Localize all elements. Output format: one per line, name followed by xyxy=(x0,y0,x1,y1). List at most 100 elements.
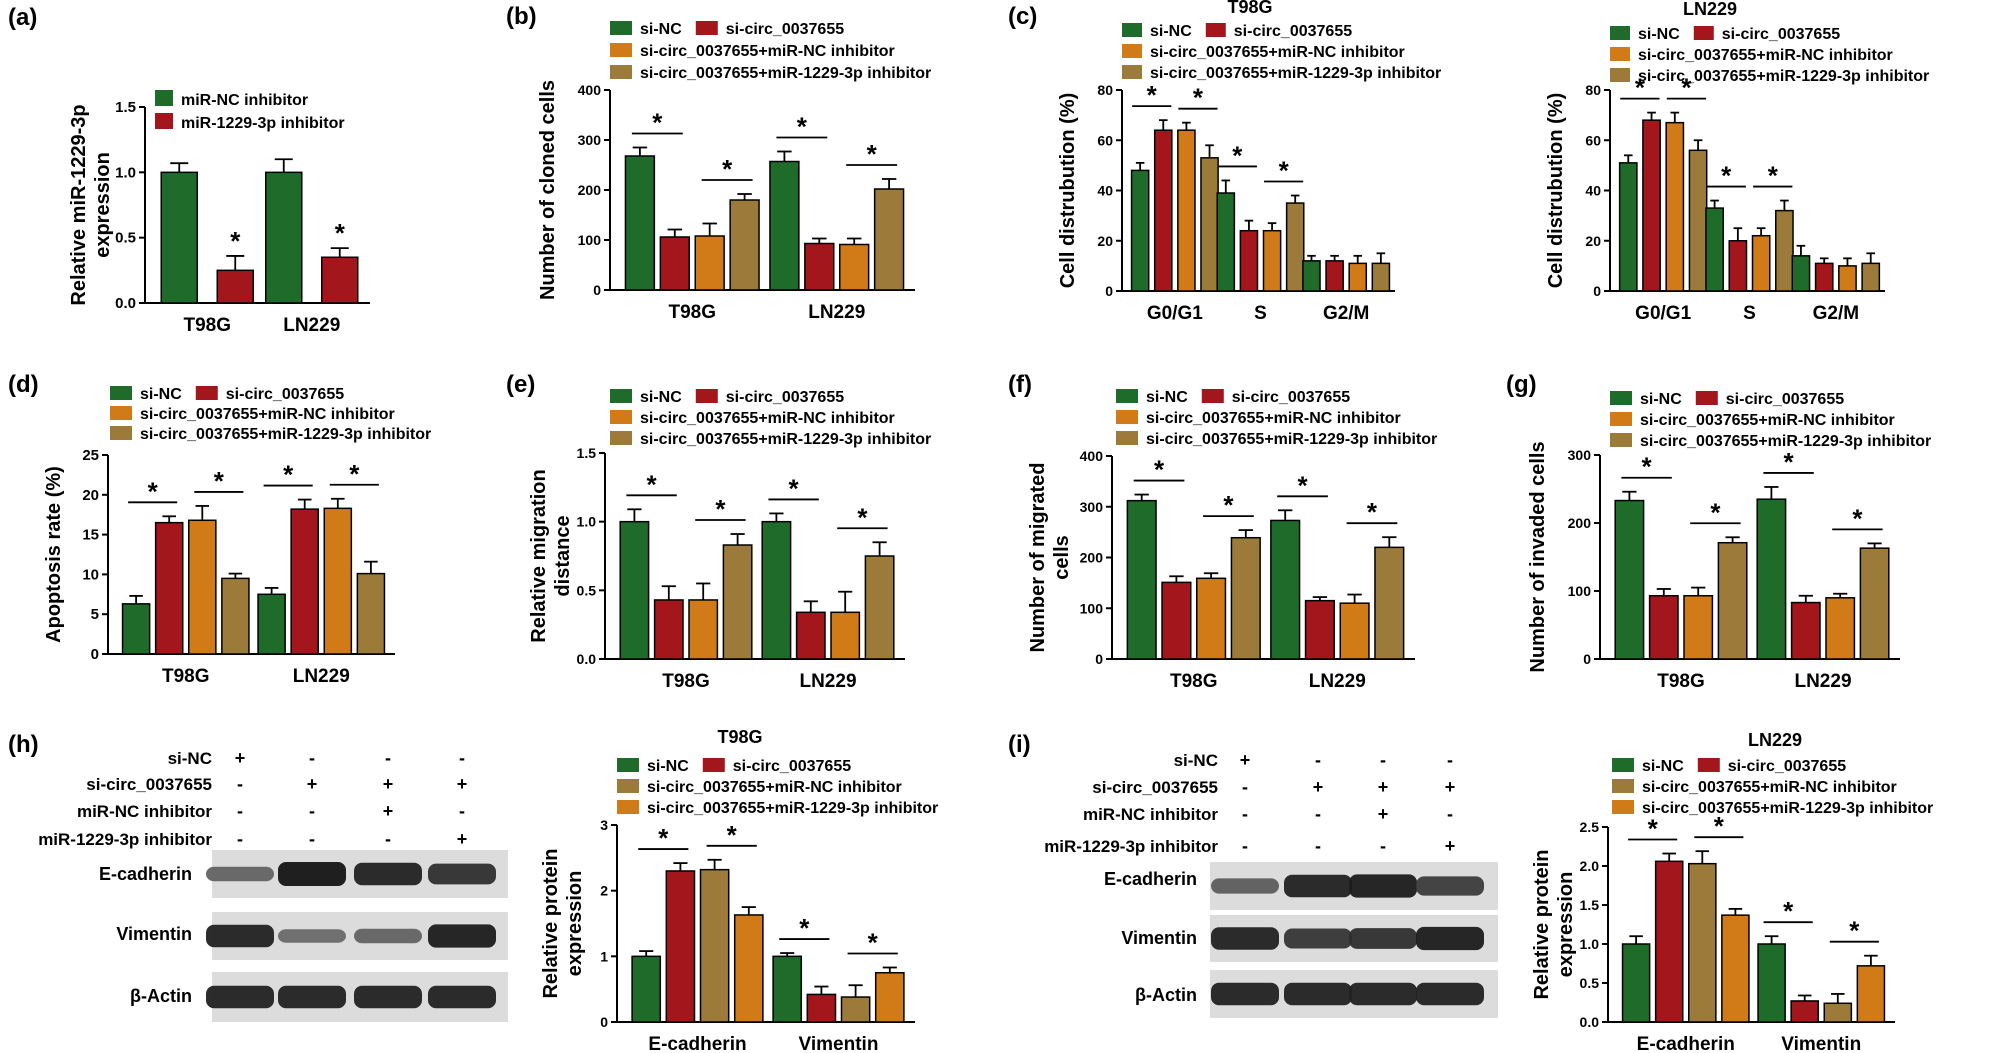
legend-entry: si-circ_0037655+miR-1229-3p inhibitor xyxy=(647,800,938,817)
legend-entry: si-NC xyxy=(640,389,682,406)
y-tick-label: 20 xyxy=(82,487,99,504)
bar xyxy=(1838,265,1857,292)
chart-c1: (c) T98G si-NC si-circ_0037655 si-circ_00376… xyxy=(1008,0,1441,324)
protein-band xyxy=(428,985,496,1009)
y-tick-label: 0.5 xyxy=(1580,975,1600,991)
bar xyxy=(729,199,760,291)
treatment-mark: - xyxy=(459,801,465,821)
legend-swatch xyxy=(610,410,632,424)
protein-band xyxy=(1349,874,1417,898)
bar xyxy=(323,507,353,655)
bar xyxy=(864,555,895,660)
bar xyxy=(1665,121,1685,292)
protein-label: Vimentin xyxy=(116,924,192,944)
x-tick-label: G2/M xyxy=(1323,303,1369,324)
y-tick-label: 2.0 xyxy=(1580,858,1600,874)
bar xyxy=(1790,601,1821,660)
significance-star: * xyxy=(1279,156,1290,186)
legend-entry: si-circ_0037655+miR-NC inhibitor xyxy=(640,410,895,427)
significance-star: * xyxy=(647,469,658,499)
panel-label: (h) xyxy=(8,731,39,758)
bar xyxy=(1302,260,1321,292)
bar xyxy=(1756,498,1787,660)
y-tick-label: 40 xyxy=(1585,183,1601,199)
legend-swatch xyxy=(1610,68,1630,82)
significance-star: * xyxy=(1849,916,1860,946)
legend-swatch xyxy=(1122,23,1142,37)
y-axis-label: cells xyxy=(1051,535,1073,579)
treatment-label: miR-NC inhibitor xyxy=(77,802,212,821)
significance-star: * xyxy=(1193,83,1204,113)
legend-swatch xyxy=(610,431,632,445)
y-tick-label: 2.5 xyxy=(1580,819,1600,835)
legend-swatch xyxy=(195,386,218,400)
significance-star: * xyxy=(1367,497,1378,527)
panel-label: (f) xyxy=(1008,371,1032,398)
legend-entry: si-circ_0037655 xyxy=(1232,389,1350,406)
treatment-mark: - xyxy=(1380,836,1386,856)
panel-label: (g) xyxy=(1506,371,1537,398)
treatment-mark: - xyxy=(1242,777,1248,797)
y-axis-label: Number of invaded cells xyxy=(1527,441,1549,672)
x-tick-label: T98G xyxy=(183,315,231,336)
legend-swatch xyxy=(1201,389,1224,403)
legend-swatch xyxy=(1116,410,1138,424)
bar xyxy=(1823,1002,1853,1023)
legend-entry: si-circ_0037655+miR-NC inhibitor xyxy=(1640,412,1895,429)
protein-band xyxy=(1416,926,1484,951)
x-tick-label: LN229 xyxy=(1309,671,1366,692)
treatment-mark: + xyxy=(235,748,246,768)
treatment-mark: + xyxy=(383,801,394,821)
x-tick-label: T98G xyxy=(162,666,210,687)
protein-band xyxy=(354,985,422,1009)
treatment-label: miR-NC inhibitor xyxy=(1083,805,1218,824)
bar xyxy=(1705,207,1724,292)
legend-entry: si-circ_0037655+miR-NC inhibitor xyxy=(647,779,902,796)
legend-swatch xyxy=(610,43,632,57)
legend-entry: si-circ_0037655 xyxy=(733,758,851,775)
legend-swatch xyxy=(1610,391,1632,405)
significance-star: * xyxy=(1223,490,1234,520)
bar xyxy=(840,996,871,1023)
bar xyxy=(188,519,217,655)
significance-star: * xyxy=(1768,161,1779,191)
legend-entry: si-circ_0037655+miR-1229-3p inhibitor xyxy=(640,431,931,448)
x-tick-label: LN229 xyxy=(1794,671,1851,692)
treatment-mark: - xyxy=(1447,750,1453,770)
legend-swatch xyxy=(617,800,639,814)
legend-entry: si-circ_0037655+miR-NC inhibitor xyxy=(1146,410,1401,427)
legend-entry: si-circ_0037655+miR-1229-3p inhibitor xyxy=(1640,433,1931,450)
western-blot-h: (h) si-NC + - - - si-circ_0037655 - + + + miR-NC in… xyxy=(8,731,508,1022)
significance-star: * xyxy=(715,494,726,524)
y-tick-label: 0 xyxy=(1105,283,1113,299)
legend-swatch xyxy=(1122,44,1142,58)
bar xyxy=(1728,240,1748,292)
legend-swatch xyxy=(695,21,718,35)
legend-swatch xyxy=(1122,65,1142,79)
y-tick-label: 0.5 xyxy=(577,582,597,598)
y-axis-label-group: Cell distrubution (%) xyxy=(1057,93,1079,289)
legend: si-NC si-circ_0037655 si-circ_0037655+miR-… xyxy=(610,389,931,448)
treatment-mark: - xyxy=(1447,804,1453,824)
treatment-mark: - xyxy=(309,801,315,821)
legend-entry: si-NC xyxy=(140,386,182,403)
legend: si-NC si-circ_0037655 si-circ_0037655+miR-… xyxy=(1610,391,1931,450)
bar xyxy=(1348,262,1368,292)
y-tick-label: 0 xyxy=(600,1014,608,1030)
y-tick-label: 0.0 xyxy=(115,295,136,312)
x-tick-label: LN229 xyxy=(293,666,350,687)
bar xyxy=(839,243,870,291)
legend: si-NC si-circ_0037655 si-circ_0037655+miR-… xyxy=(610,21,931,82)
legend-entry: si-NC xyxy=(640,21,682,38)
protein-band xyxy=(1211,878,1279,894)
y-tick-label: 80 xyxy=(1097,82,1113,98)
y-tick-label: 40 xyxy=(1097,183,1113,199)
legend-swatch xyxy=(1205,23,1226,37)
y-axis-label: Relative miR-1229-3p xyxy=(68,104,90,305)
bar xyxy=(733,914,764,1023)
treatment-mark: - xyxy=(1315,750,1321,770)
protein-band xyxy=(428,924,496,948)
bar xyxy=(1856,965,1886,1023)
treatment-mark: - xyxy=(1380,750,1386,770)
bar xyxy=(761,520,792,660)
